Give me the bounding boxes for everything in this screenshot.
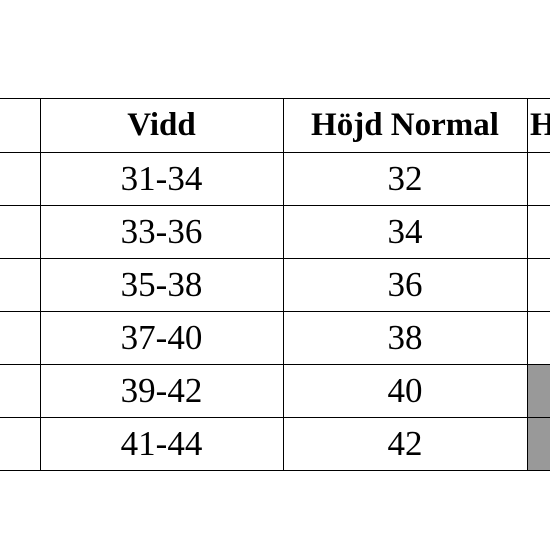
shaded-cell bbox=[528, 365, 550, 417]
table-cell: 37-40 bbox=[120, 317, 203, 357]
table-cell: 31-34 bbox=[120, 158, 203, 198]
column-border bbox=[40, 98, 41, 471]
table-cell: 35-38 bbox=[120, 264, 203, 304]
table-cell: 33-36 bbox=[120, 211, 203, 251]
table-cell: 42 bbox=[387, 423, 423, 463]
column-border bbox=[283, 98, 284, 471]
table-cell: 36 bbox=[387, 264, 423, 304]
column-border bbox=[527, 98, 528, 471]
table-cell: 39-42 bbox=[120, 370, 203, 410]
row-border bbox=[0, 258, 550, 259]
row-border bbox=[0, 417, 550, 418]
table-cell: 32 bbox=[387, 158, 423, 198]
row-border bbox=[0, 311, 550, 312]
table-cell: 40 bbox=[387, 370, 423, 410]
shaded-cell bbox=[528, 418, 550, 470]
table-cell: 41-44 bbox=[120, 423, 203, 463]
row-border bbox=[0, 364, 550, 365]
header-cell: Höjd Normal bbox=[311, 106, 499, 143]
table-cell: 34 bbox=[387, 211, 423, 251]
row-border bbox=[0, 205, 550, 206]
row-border bbox=[0, 152, 550, 153]
row-border bbox=[0, 470, 550, 471]
header-cell: Vidd bbox=[127, 106, 196, 143]
header-cell: H bbox=[530, 106, 550, 143]
row-border bbox=[0, 98, 550, 99]
table-cell: 38 bbox=[387, 317, 423, 357]
